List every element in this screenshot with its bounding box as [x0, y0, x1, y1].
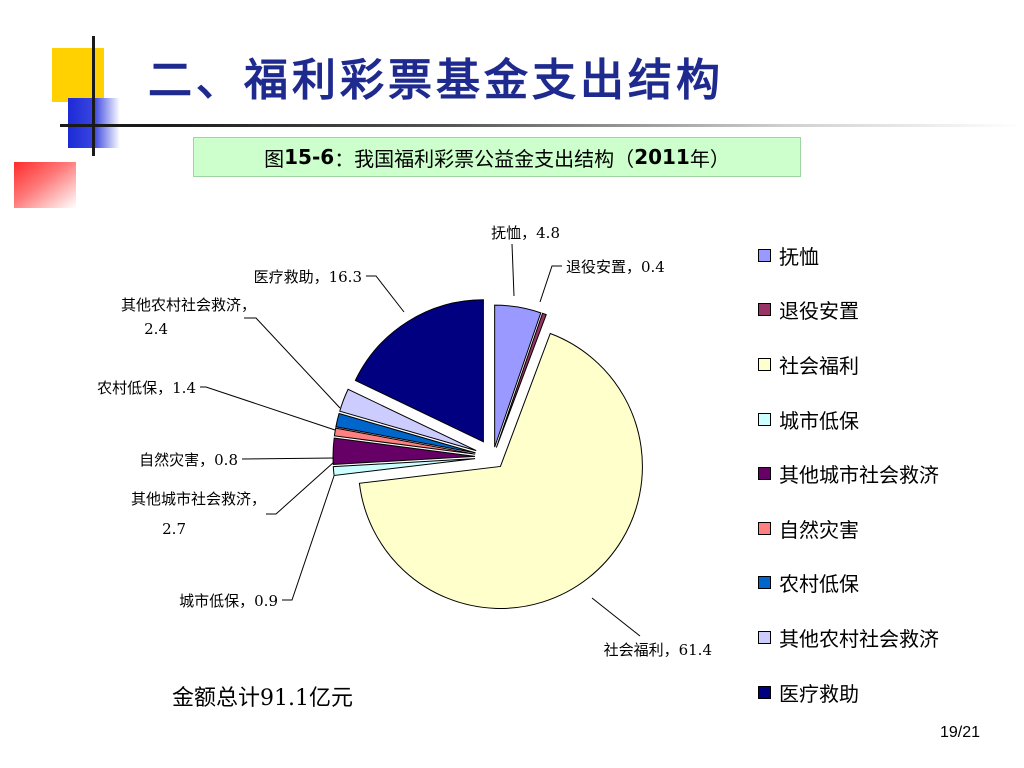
data-label-8-line-1: 其他农村社会救济，: [121, 296, 256, 314]
legend-item-8: 其他农村社会救济: [758, 610, 939, 665]
legend-swatch-6: [758, 521, 771, 535]
data-label-2: 退役安置，0.4: [566, 258, 665, 276]
leader-line-5: [266, 461, 335, 515]
data-label-8-line-2: 2.4: [144, 320, 168, 338]
data-label-1: 抚恤，4.8: [491, 224, 560, 242]
leader-line-8: [244, 317, 341, 409]
caption-figure-number: 15-6: [284, 145, 335, 169]
legend-item-4: 城市低保: [758, 392, 939, 447]
legend-swatch-8: [758, 630, 771, 644]
leader-line-1: [511, 243, 515, 297]
legend-item-5: 其他城市社会救济: [758, 446, 939, 501]
caption-middle: ：我国福利彩票公益金支出结构（: [334, 146, 635, 171]
caption-prefix: 图: [264, 146, 285, 171]
pie-slice-9: [354, 299, 484, 443]
legend-item-9: 医疗救助: [758, 665, 939, 720]
data-label-7: 农村低保，1.4: [97, 379, 196, 397]
decor-vertical-line: [92, 36, 95, 156]
decor-red-square: [14, 162, 76, 208]
legend-item-2: 退役安置: [758, 283, 939, 338]
pie-slice-5: [332, 437, 476, 465]
title-divider: [60, 124, 1024, 127]
legend-label-3: 社会福利: [779, 353, 859, 378]
legend-label-5: 其他城市社会救济: [779, 463, 939, 488]
data-label-6: 自然灾害，0.8: [139, 451, 238, 469]
legend-swatch-3: [758, 357, 771, 371]
caption-suffix: 年）: [689, 146, 730, 171]
pie-slice-1: [494, 304, 542, 448]
legend-swatch-1: [758, 248, 771, 262]
legend-label-9: 医疗救助: [779, 681, 859, 706]
legend-swatch-9: [758, 685, 771, 699]
leader-line-3: [591, 597, 641, 637]
page-number: 19/21: [940, 724, 981, 741]
figure-caption: 图 15-6 ：我国福利彩票公益金支出结构（ 2011 年）: [193, 137, 801, 177]
legend-item-3: 社会福利: [758, 337, 939, 392]
leader-line-2: [539, 265, 562, 303]
legend-swatch-4: [758, 412, 771, 426]
legend-item-6: 自然灾害: [758, 501, 939, 556]
legend-swatch-7: [758, 576, 771, 590]
legend-label-2: 退役安置: [779, 299, 859, 324]
leader-line-4: [282, 475, 335, 601]
legend-label-6: 自然灾害: [779, 517, 859, 542]
legend-label-1: 抚恤: [779, 244, 819, 269]
pie-slice-7: [335, 412, 476, 454]
data-label-4: 城市低保，0.9: [179, 592, 278, 610]
data-label-5-line-2: 2.7: [162, 520, 186, 538]
pie-slice-4: [332, 458, 476, 476]
data-label-5-line-1: 其他城市社会救济，: [131, 490, 266, 508]
leader-line-9: [366, 275, 405, 313]
legend-label-8: 其他农村社会救济: [779, 626, 939, 651]
chart-legend: 抚恤退役安置社会福利城市低保其他城市社会救济 自然灾害农村低保其他农村社会救济 医疗…: [758, 228, 939, 719]
pie-slice-2: [495, 312, 547, 448]
legend-item-1: 抚恤: [758, 228, 939, 283]
legend-swatch-5: [758, 467, 771, 481]
legend-label-7: 农村低保: [779, 572, 859, 597]
pie-slice-3: [358, 332, 643, 609]
legend-item-7: 农村低保: [758, 556, 939, 611]
slide-title: 二、福利彩票基金支出结构: [148, 55, 724, 106]
data-label-9: 医疗救助，16.3: [254, 268, 362, 286]
legend-label-4: 城市低保: [779, 408, 859, 433]
legend-swatch-2: [758, 303, 771, 317]
caption-year: 2011: [634, 145, 690, 169]
total-amount-note: 金额总计91.1亿元: [172, 686, 353, 711]
leader-line-6: [241, 457, 335, 460]
decor-yellow-square: [52, 48, 104, 102]
pie-slice-8: [339, 388, 477, 452]
leader-line-7: [200, 386, 336, 431]
pie-slice-6: [333, 427, 476, 455]
data-label-3: 社会福利，61.4: [604, 641, 712, 659]
